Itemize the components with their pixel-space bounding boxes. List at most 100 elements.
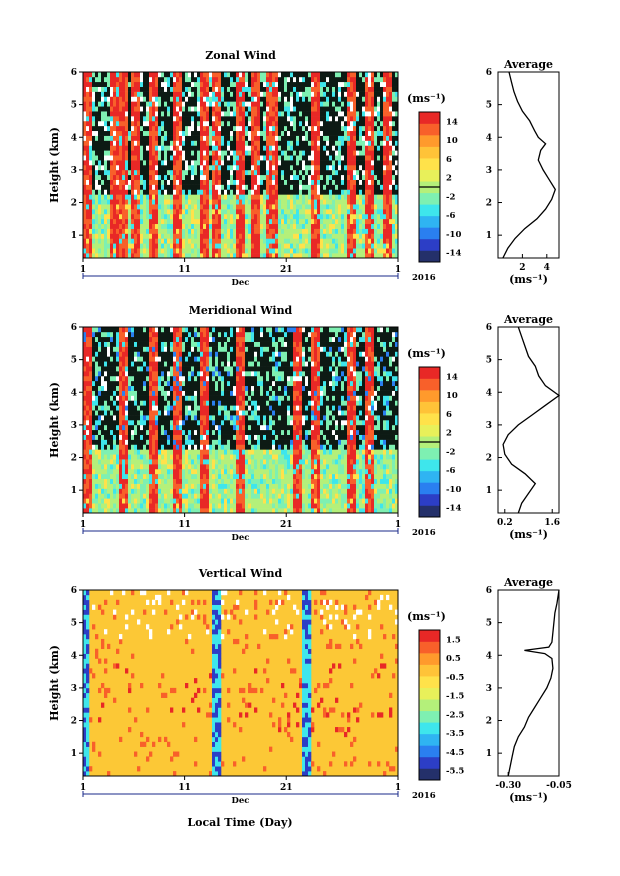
heatmap-cell — [134, 111, 138, 117]
heatmap-cell — [374, 145, 378, 151]
heatmap-cell — [122, 228, 126, 234]
heatmap-cell — [395, 72, 399, 78]
heatmap-cell — [326, 165, 330, 171]
heatmap-cell — [305, 243, 309, 249]
heatmap-cell — [194, 204, 198, 210]
heatmap-cell — [122, 395, 126, 401]
heatmap-cell — [101, 238, 105, 244]
heatmap-cell — [86, 336, 90, 342]
heatmap-cell — [371, 160, 375, 166]
heatmap-cell — [104, 434, 108, 440]
heatmap-cell — [137, 165, 141, 171]
heatmap-cell — [176, 150, 180, 156]
heatmap-cell — [281, 145, 285, 151]
heatmap-cell — [83, 96, 87, 102]
heatmap-cell — [317, 120, 321, 127]
heatmap-cell — [308, 223, 312, 229]
heatmap-cell — [215, 209, 219, 215]
heatmap-cell — [134, 380, 138, 387]
heatmap-cell — [386, 228, 390, 234]
heatmap-cell — [374, 150, 378, 156]
heatmap-cell — [149, 493, 153, 499]
heatmap-cell — [158, 130, 162, 136]
heatmap-cell — [119, 508, 123, 514]
heatmap-cell — [164, 155, 168, 161]
heatmap-cell — [164, 106, 168, 112]
heatmap-cell — [86, 248, 90, 254]
heatmap-cell — [134, 91, 138, 97]
heatmap-cell — [389, 125, 393, 132]
heatmap-cell — [296, 189, 300, 195]
heatmap-cell — [176, 199, 180, 205]
heatmap-cell — [107, 194, 111, 200]
heatmap-cell — [146, 209, 150, 215]
heatmap-cell — [149, 91, 153, 97]
heatmap-cell — [332, 91, 336, 97]
heatmap-cell — [86, 130, 90, 136]
heatmap-cell — [263, 120, 267, 127]
heatmap-cell — [203, 150, 207, 156]
heatmap-cell — [122, 116, 126, 122]
heatmap-cell — [83, 464, 87, 470]
heatmap-cell — [200, 81, 204, 87]
heatmap-cell — [119, 371, 123, 377]
heatmap-cell — [305, 120, 309, 127]
heatmap-cell — [362, 165, 366, 171]
heatmap-cell — [140, 223, 144, 229]
heatmap-cell — [365, 155, 369, 161]
heatmap-cell — [251, 155, 255, 161]
heatmap-cell — [152, 194, 156, 200]
heatmap-cell — [197, 194, 201, 200]
heatmap-cell — [350, 199, 354, 205]
heatmap-cell — [179, 253, 183, 259]
heatmap-cell — [95, 366, 99, 372]
heatmap-cell — [140, 508, 144, 514]
heatmap-cell — [191, 125, 195, 132]
heatmap-cell — [113, 111, 117, 117]
heatmap-cell — [140, 199, 144, 205]
heatmap-cell — [122, 155, 126, 161]
heatmap-cell — [164, 116, 168, 122]
heatmap-cell — [83, 111, 87, 117]
heatmap-cell — [350, 243, 354, 249]
heatmap-cell — [137, 150, 141, 156]
heatmap-cell — [332, 116, 336, 122]
heatmap-cell — [149, 331, 153, 338]
heatmap-cell — [296, 223, 300, 229]
heatmap-cell — [350, 174, 354, 180]
heatmap-cell — [110, 429, 114, 435]
heatmap-cell — [281, 209, 285, 215]
heatmap-cell — [260, 135, 264, 141]
heatmap-cell — [236, 223, 240, 229]
heatmap-cell — [146, 410, 150, 416]
heatmap-cell — [206, 76, 210, 83]
heatmap-cell — [392, 120, 396, 127]
heatmap-cell — [89, 140, 93, 146]
heatmap-cell — [308, 101, 312, 107]
heatmap-cell — [293, 106, 297, 112]
heatmap-cell — [380, 111, 384, 117]
heatmap-cell — [365, 140, 369, 146]
heatmap-cell — [149, 488, 153, 494]
heatmap-cell — [266, 125, 270, 132]
heatmap-cell — [113, 405, 117, 411]
heatmap-cell — [134, 155, 138, 161]
heatmap-cell — [146, 91, 150, 97]
heatmap-cell — [287, 165, 291, 171]
heatmap-cell — [104, 91, 108, 97]
heatmap-cell — [161, 174, 165, 180]
heatmap-cell — [92, 72, 96, 78]
heatmap-cell — [122, 380, 126, 387]
heatmap-cell — [224, 199, 228, 205]
heatmap-cell — [143, 361, 147, 367]
heatmap-cell — [215, 253, 219, 259]
heatmap-cell — [272, 204, 276, 210]
heatmap-cell — [359, 91, 363, 97]
heatmap-cell — [200, 72, 204, 78]
heatmap-cell — [155, 135, 159, 141]
heatmap-cell — [89, 184, 93, 190]
heatmap-cell — [221, 111, 225, 117]
heatmap-cell — [191, 238, 195, 244]
heatmap-cell — [146, 444, 150, 450]
heatmap-cell — [389, 101, 393, 107]
